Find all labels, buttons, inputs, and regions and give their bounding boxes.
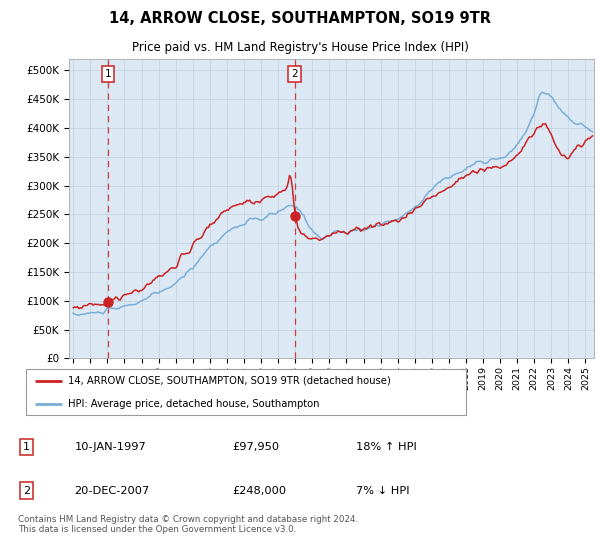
Text: 7% ↓ HPI: 7% ↓ HPI [356, 486, 410, 496]
Text: 1: 1 [23, 442, 30, 452]
FancyBboxPatch shape [26, 370, 466, 414]
Text: 2: 2 [292, 69, 298, 80]
Text: 2: 2 [23, 486, 30, 496]
Text: Contains HM Land Registry data © Crown copyright and database right 2024.
This d: Contains HM Land Registry data © Crown c… [18, 515, 358, 534]
Text: 1: 1 [105, 69, 112, 80]
Text: 20-DEC-2007: 20-DEC-2007 [74, 486, 149, 496]
Text: £248,000: £248,000 [232, 486, 286, 496]
Text: Price paid vs. HM Land Registry's House Price Index (HPI): Price paid vs. HM Land Registry's House … [131, 41, 469, 54]
Text: 14, ARROW CLOSE, SOUTHAMPTON, SO19 9TR (detached house): 14, ARROW CLOSE, SOUTHAMPTON, SO19 9TR (… [68, 376, 391, 386]
Text: HPI: Average price, detached house, Southampton: HPI: Average price, detached house, Sout… [68, 399, 320, 409]
Text: 18% ↑ HPI: 18% ↑ HPI [356, 442, 417, 452]
Text: 10-JAN-1997: 10-JAN-1997 [74, 442, 146, 452]
Text: 14, ARROW CLOSE, SOUTHAMPTON, SO19 9TR: 14, ARROW CLOSE, SOUTHAMPTON, SO19 9TR [109, 11, 491, 26]
Text: £97,950: £97,950 [232, 442, 280, 452]
